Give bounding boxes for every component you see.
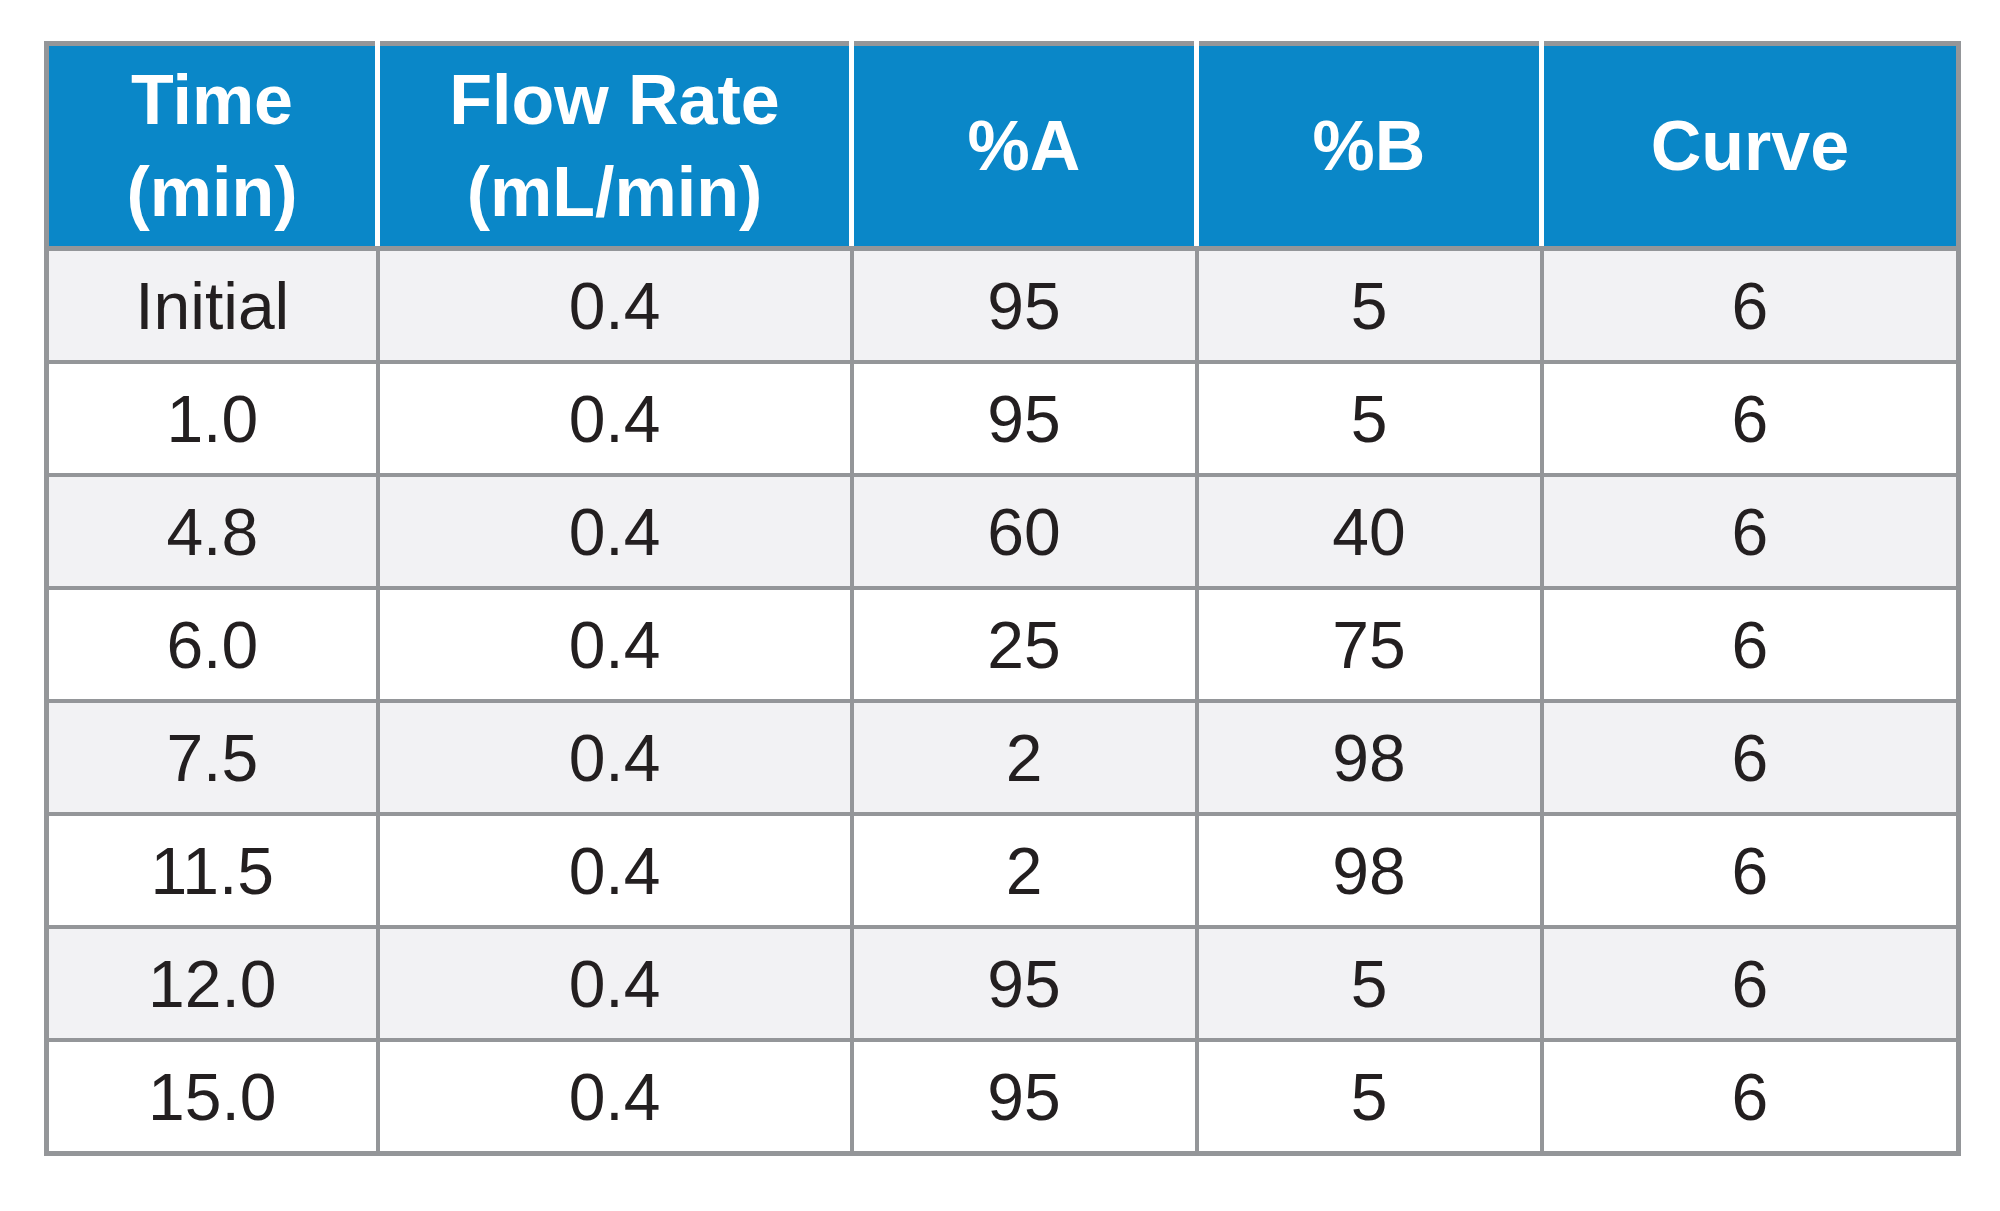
column-header-curve: Curve <box>1542 44 1959 249</box>
table-cell-percent-a: 95 <box>852 249 1197 363</box>
column-header-percent-b: %B <box>1197 44 1542 249</box>
table-cell-curve: 6 <box>1542 1040 1959 1154</box>
table-cell-flow-rate: 0.4 <box>378 362 852 475</box>
gradient-table-container: Time (min) Flow Rate (mL/min) %A %B Curv… <box>44 41 1961 1156</box>
table-cell-curve: 6 <box>1542 588 1959 701</box>
table-cell-percent-b: 75 <box>1197 588 1542 701</box>
table-cell-time: 11.5 <box>47 814 378 927</box>
table-cell-percent-a: 95 <box>852 927 1197 1040</box>
table-row: 11.5 0.4 2 98 6 <box>47 814 1959 927</box>
table-row: 6.0 0.4 25 75 6 <box>47 588 1959 701</box>
table-cell-percent-a: 95 <box>852 362 1197 475</box>
table-cell-percent-a: 2 <box>852 701 1197 814</box>
table-cell-percent-b: 5 <box>1197 927 1542 1040</box>
table-cell-percent-b: 40 <box>1197 475 1542 588</box>
table-cell-percent-a: 95 <box>852 1040 1197 1154</box>
table-cell-curve: 6 <box>1542 927 1959 1040</box>
table-cell-curve: 6 <box>1542 475 1959 588</box>
table-row: 12.0 0.4 95 5 6 <box>47 927 1959 1040</box>
table-cell-percent-a: 60 <box>852 475 1197 588</box>
table-cell-time: 6.0 <box>47 588 378 701</box>
table-cell-curve: 6 <box>1542 362 1959 475</box>
table-cell-percent-b: 98 <box>1197 701 1542 814</box>
table-row: 1.0 0.4 95 5 6 <box>47 362 1959 475</box>
table-cell-percent-b: 5 <box>1197 249 1542 363</box>
table-row: 7.5 0.4 2 98 6 <box>47 701 1959 814</box>
table-cell-percent-a: 25 <box>852 588 1197 701</box>
table-row: Initial 0.4 95 5 6 <box>47 249 1959 363</box>
table-cell-time: 1.0 <box>47 362 378 475</box>
table-row: 15.0 0.4 95 5 6 <box>47 1040 1959 1154</box>
table-cell-flow-rate: 0.4 <box>378 927 852 1040</box>
table-cell-flow-rate: 0.4 <box>378 1040 852 1154</box>
table-cell-time: 4.8 <box>47 475 378 588</box>
table-cell-flow-rate: 0.4 <box>378 249 852 363</box>
table-cell-curve: 6 <box>1542 249 1959 363</box>
header-row: Time (min) Flow Rate (mL/min) %A %B Curv… <box>47 44 1959 249</box>
table-cell-curve: 6 <box>1542 701 1959 814</box>
table-cell-curve: 6 <box>1542 814 1959 927</box>
column-header-time: Time (min) <box>47 44 378 249</box>
table-cell-time: 15.0 <box>47 1040 378 1154</box>
table-cell-percent-b: 5 <box>1197 1040 1542 1154</box>
column-header-flow-rate: Flow Rate (mL/min) <box>378 44 852 249</box>
table-cell-flow-rate: 0.4 <box>378 814 852 927</box>
column-header-percent-a: %A <box>852 44 1197 249</box>
table-cell-time: 7.5 <box>47 701 378 814</box>
table-cell-flow-rate: 0.4 <box>378 475 852 588</box>
gradient-table: Time (min) Flow Rate (mL/min) %A %B Curv… <box>44 41 1961 1156</box>
table-cell-flow-rate: 0.4 <box>378 588 852 701</box>
table-cell-percent-a: 2 <box>852 814 1197 927</box>
table-cell-time: Initial <box>47 249 378 363</box>
table-cell-time: 12.0 <box>47 927 378 1040</box>
table-cell-percent-b: 98 <box>1197 814 1542 927</box>
table-cell-percent-b: 5 <box>1197 362 1542 475</box>
table-row: 4.8 0.4 60 40 6 <box>47 475 1959 588</box>
table-cell-flow-rate: 0.4 <box>378 701 852 814</box>
